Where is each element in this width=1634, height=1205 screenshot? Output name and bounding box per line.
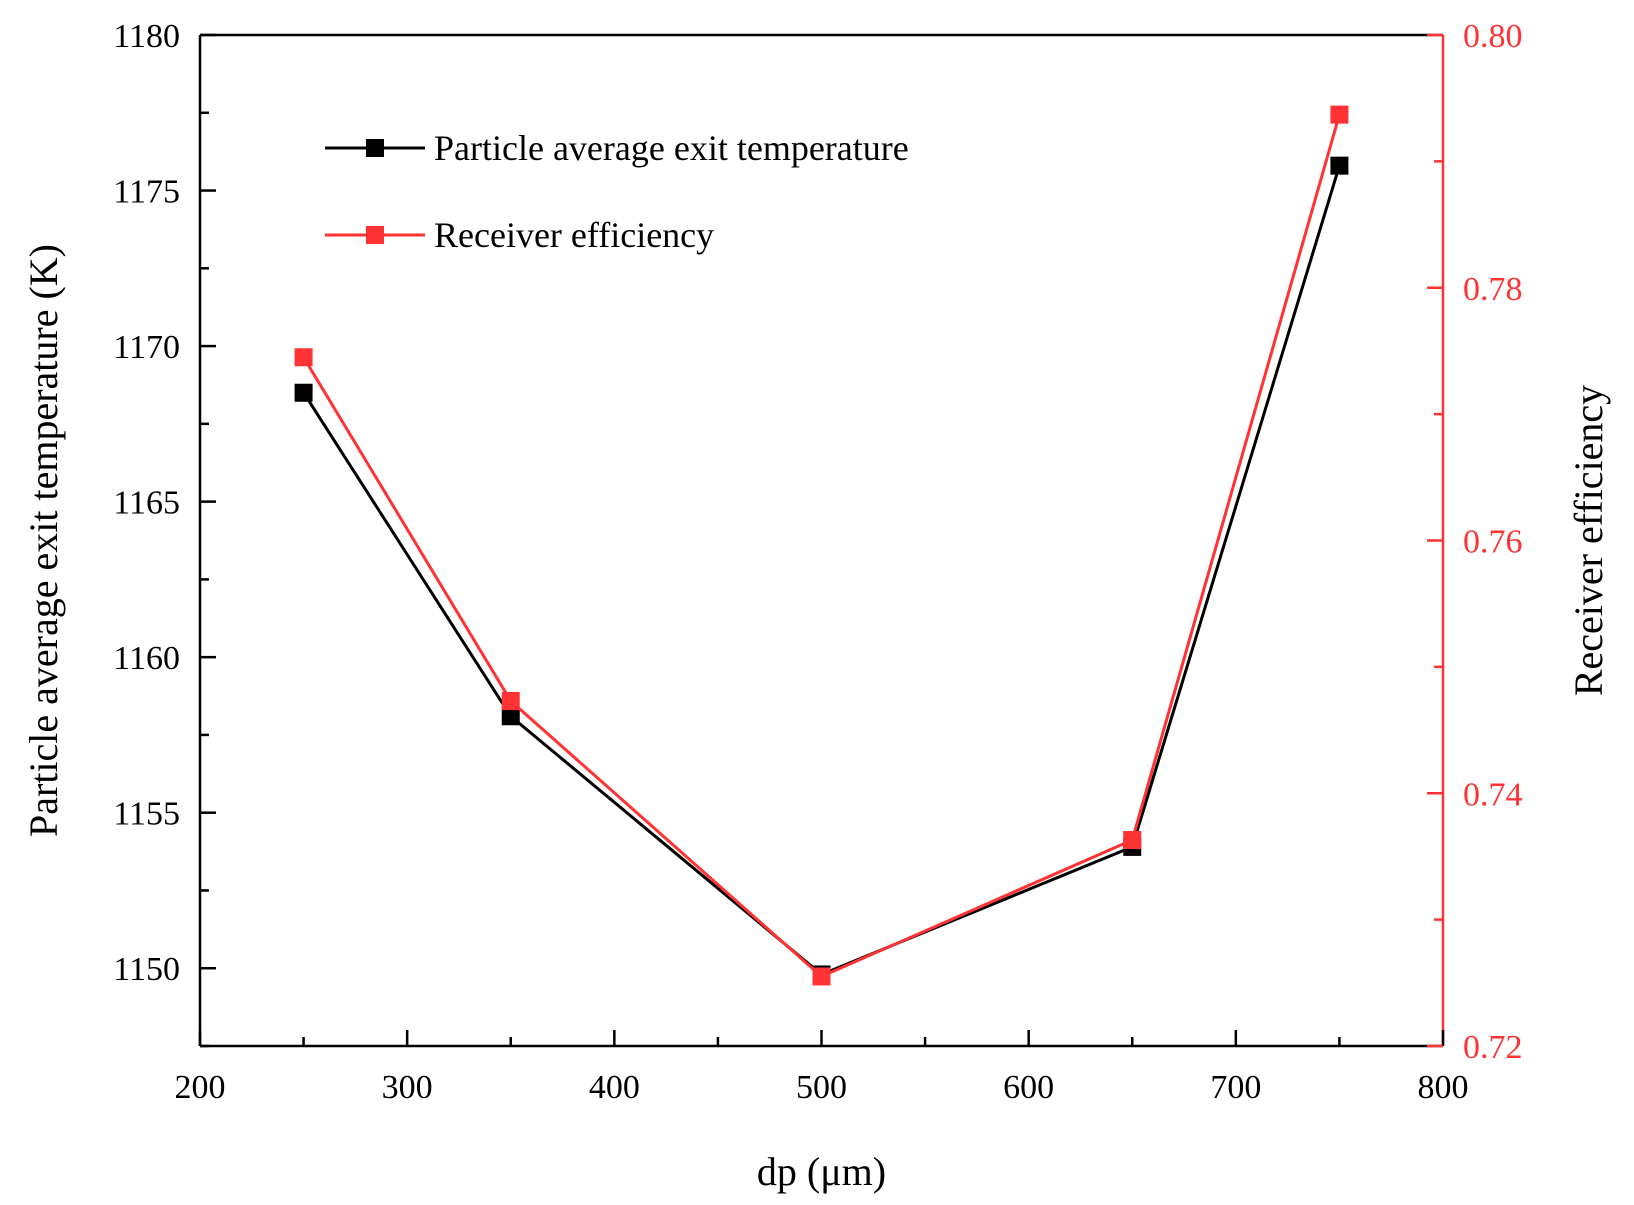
x-tick-label: 700	[1210, 1069, 1261, 1106]
y-tick-label: 1170	[113, 329, 180, 366]
x-tick-label: 600	[1003, 1069, 1054, 1106]
y-tick-label: 1155	[113, 796, 180, 833]
data-point-efficiency	[1330, 105, 1349, 124]
x-tick-label: 800	[1418, 1069, 1469, 1106]
data-point-efficiency	[812, 967, 831, 986]
legend-label-temperature: Particle average exit temperature	[434, 128, 909, 168]
y-tick-label: 1150	[113, 951, 180, 988]
data-point-temperature	[501, 707, 520, 726]
y2-tick-label: 0.72	[1463, 1029, 1523, 1066]
y-tick-label: 1175	[113, 174, 180, 211]
series-layer	[294, 105, 1349, 986]
legend-marker-efficiency	[366, 226, 384, 244]
y2-tick-label: 0.74	[1463, 776, 1523, 813]
y2-tick-label: 0.76	[1463, 524, 1523, 561]
y-tick-label: 1165	[113, 485, 180, 522]
y-axis-right: 0.72 0.74 0.76 0.78 0.80	[1427, 18, 1523, 1066]
legend: Particle average exit temperature Receiv…	[325, 128, 909, 255]
y-axis-right-title: Receiver efficiency	[1566, 385, 1611, 696]
y-axis-left-title: Particle average exit temperature (K)	[21, 244, 66, 837]
data-point-temperature	[294, 383, 313, 402]
y-tick-label: 1180	[113, 18, 180, 55]
data-point-efficiency	[501, 691, 520, 710]
y2-tick-label: 0.78	[1463, 271, 1523, 308]
x-tick-label: 300	[382, 1069, 433, 1106]
legend-entry-temperature: Particle average exit temperature	[325, 128, 909, 168]
series-line-temperature	[302, 165, 1341, 977]
legend-entry-efficiency: Receiver efficiency	[325, 215, 714, 255]
x-tick-label: 200	[175, 1069, 226, 1106]
y2-tick-label: 0.80	[1463, 18, 1523, 55]
data-point-temperature	[1330, 156, 1349, 175]
y-axis-left: 1150 1155 1160 1165 1170 1175 1180	[113, 18, 216, 1048]
x-axis: 200 300 400 500 600 700 800	[175, 1030, 1469, 1106]
data-point-efficiency	[1123, 831, 1142, 850]
x-axis-title: dp (μm)	[757, 1149, 886, 1194]
plot-area	[198, 33, 1445, 1048]
legend-label-efficiency: Receiver efficiency	[434, 215, 714, 255]
data-point-efficiency	[294, 348, 313, 367]
x-tick-label: 500	[796, 1069, 847, 1106]
legend-marker-temperature	[366, 139, 384, 157]
x-tick-label: 400	[589, 1069, 640, 1106]
y-tick-label: 1160	[113, 640, 180, 677]
